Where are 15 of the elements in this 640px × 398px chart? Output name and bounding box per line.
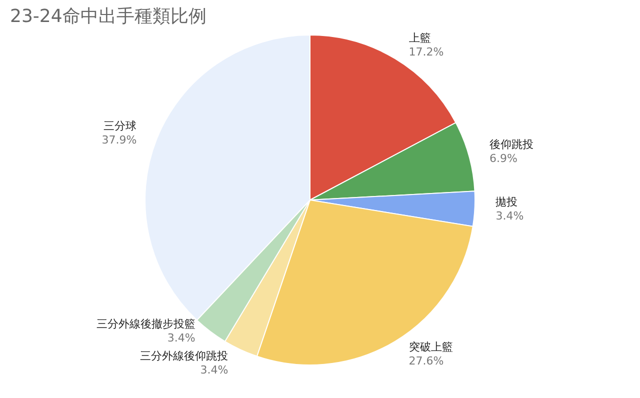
data-label: 3.4% <box>167 331 196 344</box>
slice-label: 拋投 <box>496 196 518 209</box>
slice-label: 上籃 <box>408 32 431 45</box>
data-label: 27.6% <box>408 354 444 368</box>
data-label: 17.2% <box>408 46 444 59</box>
slice-label: 三分外線後撤步投籃 <box>96 317 196 330</box>
slice-label: 後仰跳投 <box>489 138 534 151</box>
slice-label: 三分球 <box>104 120 137 133</box>
slice-label: 突破上籃 <box>408 340 453 354</box>
slice-label: 三分外線後仰跳投 <box>140 349 228 362</box>
data-label: 37.9% <box>102 134 137 147</box>
chart-title: 23-24命中出手種類比例 <box>10 6 206 27</box>
data-label: 3.4% <box>200 363 228 376</box>
data-label: 3.4% <box>496 210 524 223</box>
data-label: 6.9% <box>489 152 518 165</box>
